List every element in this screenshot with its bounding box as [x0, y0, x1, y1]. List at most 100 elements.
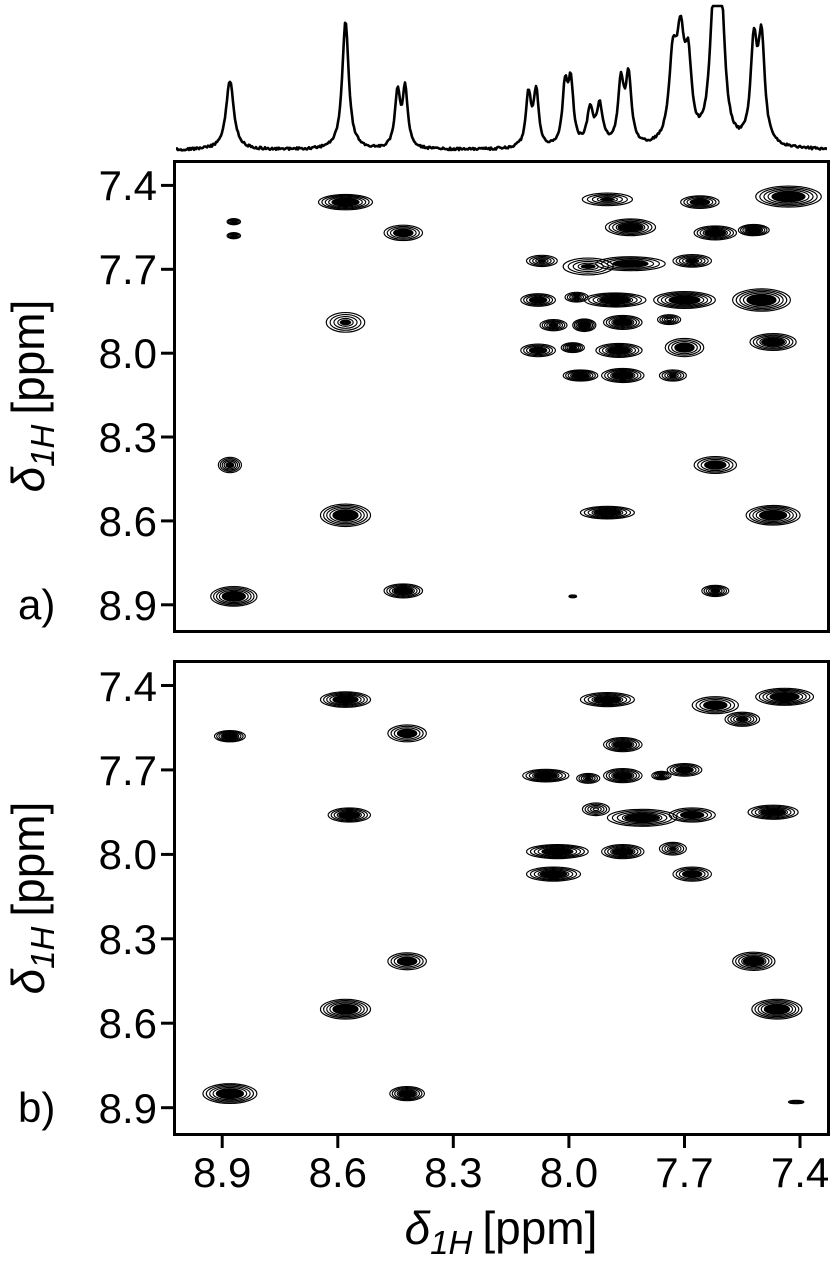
contour-peak — [525, 254, 558, 268]
x-tick-label: 7.7 — [655, 1149, 714, 1196]
y-tick-label: 8.6 — [98, 497, 157, 545]
y-tick-label: 7.7 — [98, 246, 157, 294]
contour-peak — [755, 185, 822, 208]
ppm-unit: [ppm] — [482, 1202, 598, 1254]
contour-peak — [680, 195, 720, 209]
y-tick-label: 8.9 — [98, 1084, 157, 1132]
contour-peak — [601, 367, 645, 384]
contour-peak — [226, 232, 242, 240]
y-tick-label: 7.4 — [98, 662, 157, 710]
panel-a-contours — [210, 185, 822, 607]
panel-b-plot — [173, 660, 830, 1136]
contour-peak — [668, 807, 716, 823]
contour-peak — [656, 314, 682, 326]
contour-peak — [576, 772, 601, 784]
1d-trace-plot — [176, 4, 827, 152]
contour-peak — [606, 808, 678, 827]
x-tick-label: 8.6 — [308, 1149, 367, 1196]
x-tick-label: 8.9 — [193, 1149, 252, 1196]
contour-peak — [319, 998, 372, 1020]
axis-subscript: 1H — [430, 1224, 473, 1261]
contour-peak — [651, 770, 672, 781]
x-tick-label: 8.0 — [539, 1149, 599, 1196]
contour-peak — [319, 691, 372, 708]
panel-b-letter: b) — [18, 1084, 56, 1131]
delta-symbol: δ — [2, 466, 54, 493]
contour-peak — [562, 369, 599, 382]
contour-peak — [691, 696, 739, 715]
contour-peak — [202, 1083, 258, 1105]
contour-peak — [579, 505, 635, 520]
contour-peak — [601, 843, 645, 860]
contour-peak — [732, 288, 791, 312]
contour-peak — [724, 711, 761, 727]
contour-peak — [522, 768, 570, 783]
contour-peak — [751, 998, 803, 1020]
y-tick-label: 7.4 — [98, 162, 157, 210]
contour-peak — [579, 691, 635, 708]
contour-peak — [755, 687, 815, 706]
panel-a-letter: a) — [18, 581, 56, 628]
contour-peak — [602, 767, 643, 784]
contour-peak — [568, 594, 578, 599]
contour-peak — [701, 584, 730, 598]
contour-peak — [583, 292, 647, 308]
contour-peak — [672, 866, 713, 882]
contour-peak — [520, 293, 557, 307]
y-tick-label: 8.0 — [98, 330, 157, 378]
contour-peak — [387, 952, 427, 971]
contour-peak — [666, 762, 703, 777]
contour-peak — [653, 291, 716, 309]
y-tick-label: 8.6 — [98, 1000, 157, 1048]
contour-peak — [387, 724, 427, 743]
y-tick-label: 8.0 — [98, 831, 157, 879]
contour-peak — [317, 193, 374, 211]
contour-peak — [210, 586, 258, 607]
contour-peak — [602, 736, 643, 753]
contour-peak — [560, 342, 585, 354]
contour-peak — [595, 256, 666, 272]
contour-peak — [572, 318, 597, 333]
contour-peak — [745, 504, 801, 526]
contour-peak — [562, 257, 614, 276]
contour-peak — [325, 312, 366, 333]
contour-peak — [658, 841, 687, 856]
contour-peak — [520, 343, 557, 358]
1d-trace-line — [176, 4, 827, 152]
y-axis-title-b: δ1H [ppm] — [2, 802, 61, 995]
contour-peak — [319, 503, 372, 528]
contour-peak — [658, 369, 687, 382]
contour-peak — [604, 218, 657, 237]
x-tick-label: 8.3 — [424, 1149, 483, 1196]
contour-peak — [383, 583, 424, 599]
contour-peak — [581, 802, 610, 817]
x-tick-label: 7.4 — [770, 1149, 830, 1196]
contour-peak — [526, 843, 589, 860]
delta-symbol: δ — [2, 968, 54, 995]
contour-peak — [693, 456, 738, 474]
x-axis-title: δ1H [ppm] — [405, 1205, 598, 1259]
y-axis-title-a: δ1H [ppm] — [2, 299, 61, 493]
y-tick-label: 8.9 — [98, 581, 157, 629]
axis-subscript: 1H — [24, 926, 61, 969]
y-tick-label: 8.3 — [98, 915, 157, 963]
contour-peak — [213, 729, 246, 743]
contour-peak — [672, 254, 713, 268]
y-tick-label: 8.3 — [98, 414, 157, 462]
contour-peak — [595, 342, 643, 358]
contour-peak — [226, 218, 242, 226]
contour-peak — [539, 319, 568, 332]
axis-subscript: 1H — [24, 424, 61, 467]
panel-b-contours — [202, 687, 815, 1105]
contour-peak — [525, 866, 582, 882]
contour-peak — [389, 1085, 426, 1102]
contour-peak — [747, 804, 799, 820]
contour-peak — [749, 333, 797, 351]
contour-peak — [581, 192, 634, 207]
contour-peak — [602, 314, 643, 330]
contour-peak — [564, 291, 589, 303]
contour-peak — [787, 1099, 805, 1105]
contour-peak — [327, 807, 372, 823]
ppm-unit: [ppm] — [2, 299, 54, 415]
